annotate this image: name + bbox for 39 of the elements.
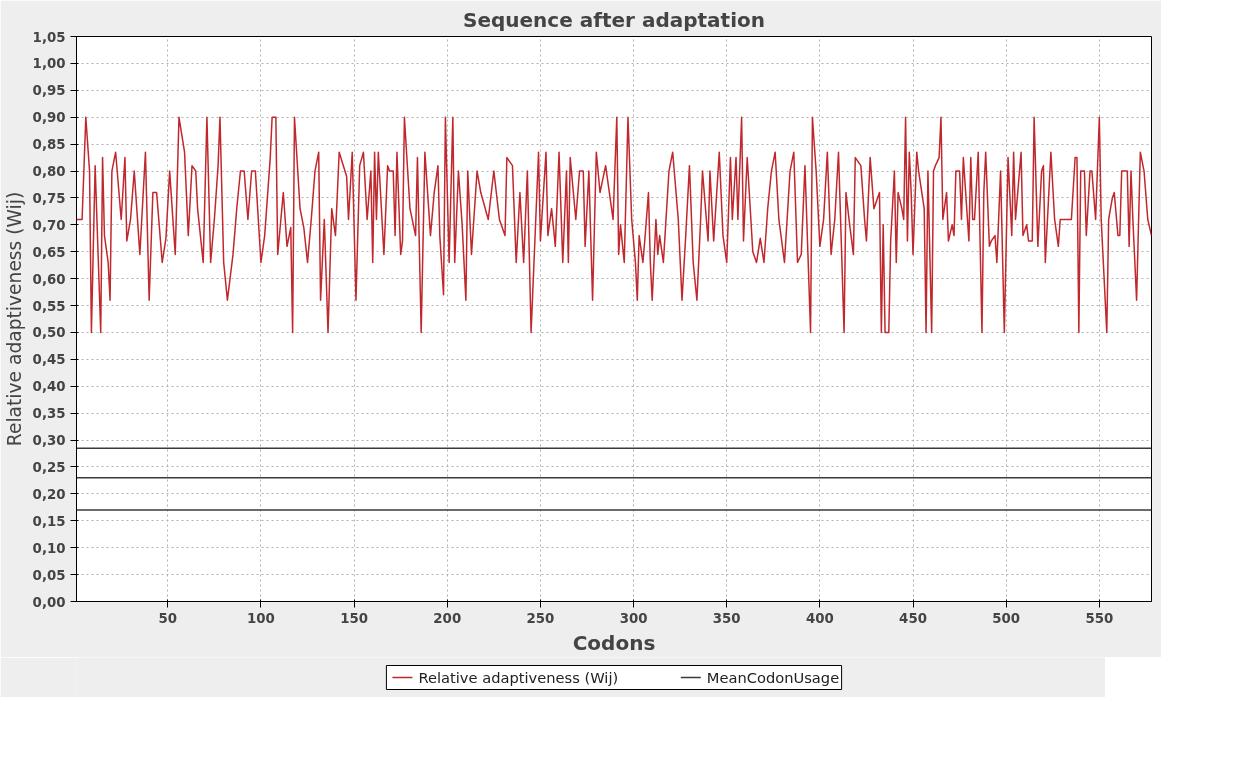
y-tick-label: 0,85	[32, 137, 66, 153]
y-axis-title: Relative adaptiveness (Wij)	[3, 191, 25, 447]
x-tick-label: 100	[247, 610, 275, 626]
legend-label: Relative adaptiveness (Wij)	[418, 669, 619, 686]
y-tick-label: 1,05	[32, 29, 66, 45]
y-tick-label: 0,80	[32, 164, 66, 180]
y-tick-label: 0,60	[32, 271, 66, 287]
x-tick-label: 300	[619, 610, 648, 626]
y-tick-label: 0,45	[32, 352, 66, 368]
x-tick-label: 550	[1085, 610, 1114, 626]
y-tick-label: 0,20	[32, 486, 66, 502]
y-tick-label: 0,55	[32, 298, 66, 314]
chart-title: Sequence after adaptation	[463, 7, 765, 32]
y-tick-label: 0,40	[32, 379, 66, 395]
y-tick-label: 0,05	[32, 567, 66, 583]
y-tick-label: 0,95	[32, 83, 66, 99]
y-tick-label: 0,90	[32, 110, 66, 126]
y-tick-label: 0,65	[32, 244, 66, 260]
y-tick-label: 0,10	[32, 540, 66, 556]
y-tick-label: 0,35	[32, 406, 66, 422]
y-tick-label: 0,70	[32, 217, 66, 233]
x-tick-label: 400	[805, 610, 834, 626]
x-tick-label: 150	[340, 610, 369, 626]
x-tick-label: 500	[992, 610, 1021, 626]
y-tick-label: 0,50	[32, 325, 66, 341]
x-axis-title: Codons	[572, 630, 656, 655]
y-tick-label: 1,00	[32, 56, 66, 72]
legend-label: MeanCodonUsage	[706, 669, 840, 686]
x-tick-label: 350	[712, 610, 741, 626]
y-tick-label: 0,30	[32, 433, 66, 449]
y-tick-label: 0,25	[32, 459, 66, 475]
y-tick-label: 0,00	[32, 594, 66, 610]
x-tick-label: 450	[899, 610, 927, 626]
y-tick-label: 0,75	[32, 190, 66, 206]
x-tick-label: 50	[158, 610, 178, 626]
line-series	[76, 116, 1152, 334]
x-tick-label: 250	[526, 610, 555, 626]
x-tick-label: 200	[433, 610, 462, 626]
y-tick-label: 0,15	[32, 513, 66, 529]
